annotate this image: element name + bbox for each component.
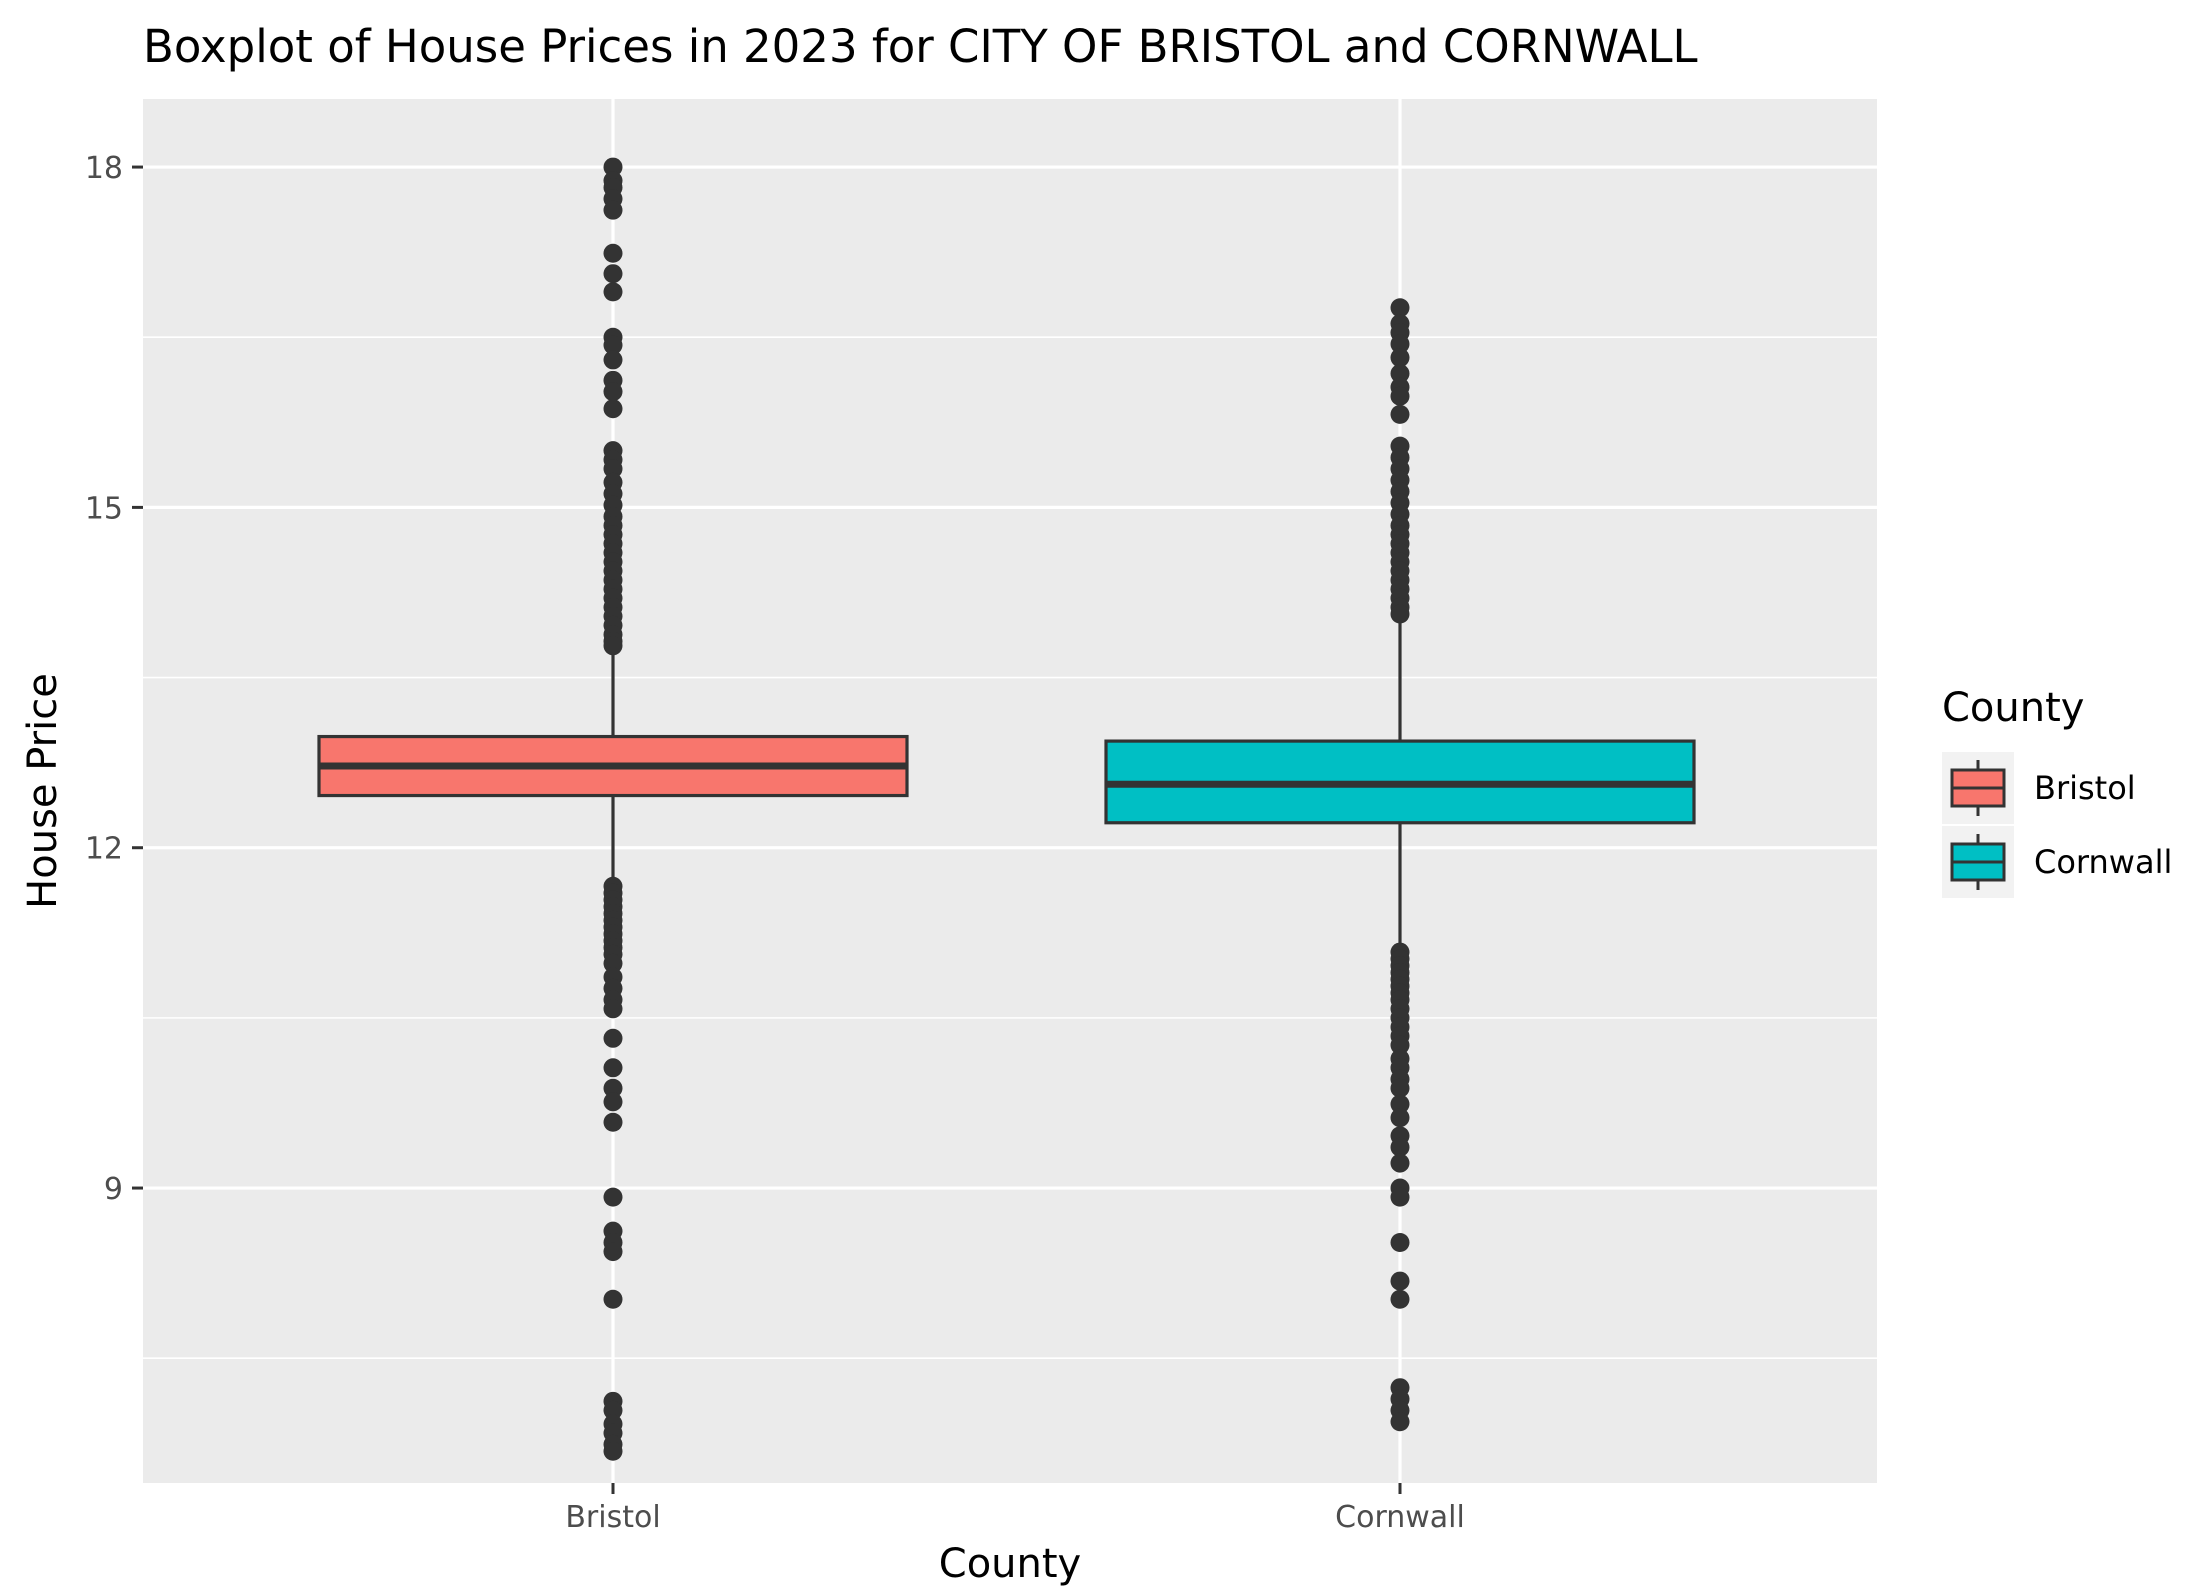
x-axis-title: County [939,1541,1081,1587]
legend-label: Bristol [2034,769,2136,807]
outlier-point [603,1242,623,1262]
outlier-point [603,335,623,355]
y-tick-label: 18 [85,151,123,186]
outlier-point [1390,604,1410,624]
box-bristol [317,157,909,1461]
outlier-point [603,1289,623,1309]
outlier-point [1390,334,1410,354]
outlier-point [603,264,623,284]
outlier-point [1390,1412,1410,1432]
outlier-point [603,1092,623,1112]
outlier-point [603,1028,623,1048]
outlier-point [603,1400,623,1420]
chart-title: Boxplot of House Prices in 2023 for CITY… [143,20,1698,73]
legend-item-cornwall: Cornwall [1942,826,2172,898]
outlier-point [603,1078,623,1098]
y-axis-title: House Price [20,673,66,909]
outlier-point [603,999,623,1019]
outlier-point [1390,1289,1410,1309]
outlier-point [603,243,623,263]
outlier-point [1390,1153,1410,1173]
x-tick-label: Bristol [565,1500,660,1535]
outlier-point [1390,298,1410,318]
outlier-point [603,1112,623,1132]
outlier-point [603,350,623,370]
outlier-point [1390,404,1410,424]
x-tick-label: Cornwall [1335,1500,1465,1535]
outlier-point [1390,1078,1410,1098]
outlier-point [603,636,623,656]
outlier-point [1390,1233,1410,1253]
legend-item-bristol: Bristol [1942,752,2136,824]
outlier-point [603,399,623,419]
outlier-point [1390,386,1410,406]
outlier-point [1390,1108,1410,1128]
outlier-point [1390,1271,1410,1291]
outlier-point [603,1187,623,1207]
outlier-point [1390,364,1410,384]
outlier-point [1390,1137,1410,1157]
outlier-point [603,282,623,302]
outlier-point [603,953,623,973]
outlier-point [603,157,623,177]
legend-title: County [1942,685,2084,731]
box-cornwall [1104,298,1696,1432]
outlier-point [603,200,623,220]
axes: 9 12 15 18 Bristol Cornwall [85,151,1465,1535]
outlier-point [1390,1187,1410,1207]
y-tick-label: 15 [85,491,123,526]
outlier-point [603,382,623,402]
outlier-point [1390,348,1410,368]
legend-label: Cornwall [2034,843,2172,881]
outlier-point [1390,1094,1410,1114]
outlier-point [603,459,623,479]
y-tick-label: 12 [85,832,123,867]
outlier-point [1390,1035,1410,1055]
legend: County Bristol Cornwall [1942,685,2172,898]
y-tick-label: 9 [104,1172,123,1207]
outlier-point [603,1058,623,1078]
outlier-point [603,1441,623,1461]
legend-items: Bristol Cornwall [1942,752,2172,898]
boxes [317,157,1696,1461]
